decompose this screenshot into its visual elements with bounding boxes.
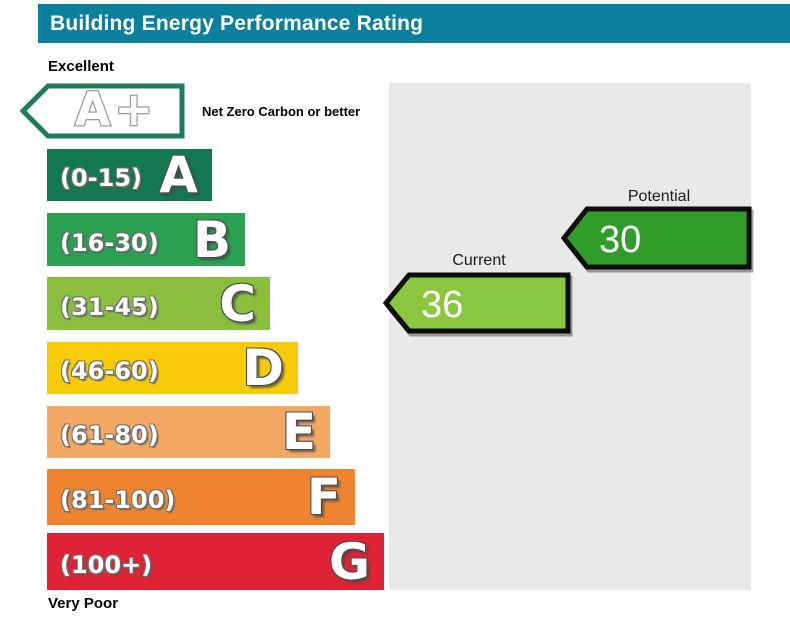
very-poor-label: Very Poor bbox=[48, 595, 119, 612]
current-label: Current bbox=[452, 252, 506, 269]
band-range-label: (61-80) bbox=[60, 421, 159, 449]
band-row-e: (61-80) E bbox=[47, 406, 330, 458]
band-range-label: (100+) bbox=[60, 550, 153, 579]
potential-rating-arrow: 30 bbox=[561, 206, 752, 270]
header-bar: Building Energy Performance Rating bbox=[38, 4, 790, 43]
band-range-label: (31-45) bbox=[60, 292, 159, 321]
band-row-d: (46-60) D bbox=[47, 342, 298, 394]
arrow-shape bbox=[561, 206, 752, 270]
page-title: Building Energy Performance Rating bbox=[50, 11, 424, 35]
net-zero-note: Net Zero Carbon or better bbox=[202, 104, 361, 119]
a-plus-arrow-shape bbox=[20, 83, 185, 139]
rating-panel bbox=[389, 83, 751, 590]
potential-value: 30 bbox=[599, 219, 641, 261]
band-letter: G bbox=[328, 532, 370, 591]
a-plus-letter: A+ bbox=[75, 83, 157, 136]
band-letter: D bbox=[242, 339, 284, 397]
a-plus-band: A+ bbox=[20, 83, 185, 139]
band-row-f: (81-100) F bbox=[47, 469, 355, 525]
band-range-label: (0-15) bbox=[60, 164, 142, 192]
band-letter: C bbox=[219, 274, 256, 333]
current-value: 36 bbox=[421, 284, 463, 326]
band-range-label: (16-30) bbox=[60, 228, 159, 257]
band-range-label: (81-100) bbox=[60, 486, 176, 514]
potential-label: Potential bbox=[627, 188, 691, 205]
band-row-a: (0-15) A bbox=[47, 149, 212, 201]
band-letter: E bbox=[281, 403, 316, 461]
band-row-c: (31-45) C bbox=[47, 277, 270, 330]
band-row-g: (100+) G bbox=[47, 533, 384, 590]
excellent-label: Excellent bbox=[48, 58, 114, 75]
band-range-label: (46-60) bbox=[60, 357, 159, 385]
arrow-shape bbox=[383, 272, 571, 334]
current-rating-arrow: 36 bbox=[383, 272, 571, 334]
band-letter: A bbox=[159, 146, 198, 204]
band-row-b: (16-30) B bbox=[47, 213, 245, 266]
band-letter: B bbox=[192, 210, 231, 269]
band-letter: F bbox=[306, 468, 341, 526]
